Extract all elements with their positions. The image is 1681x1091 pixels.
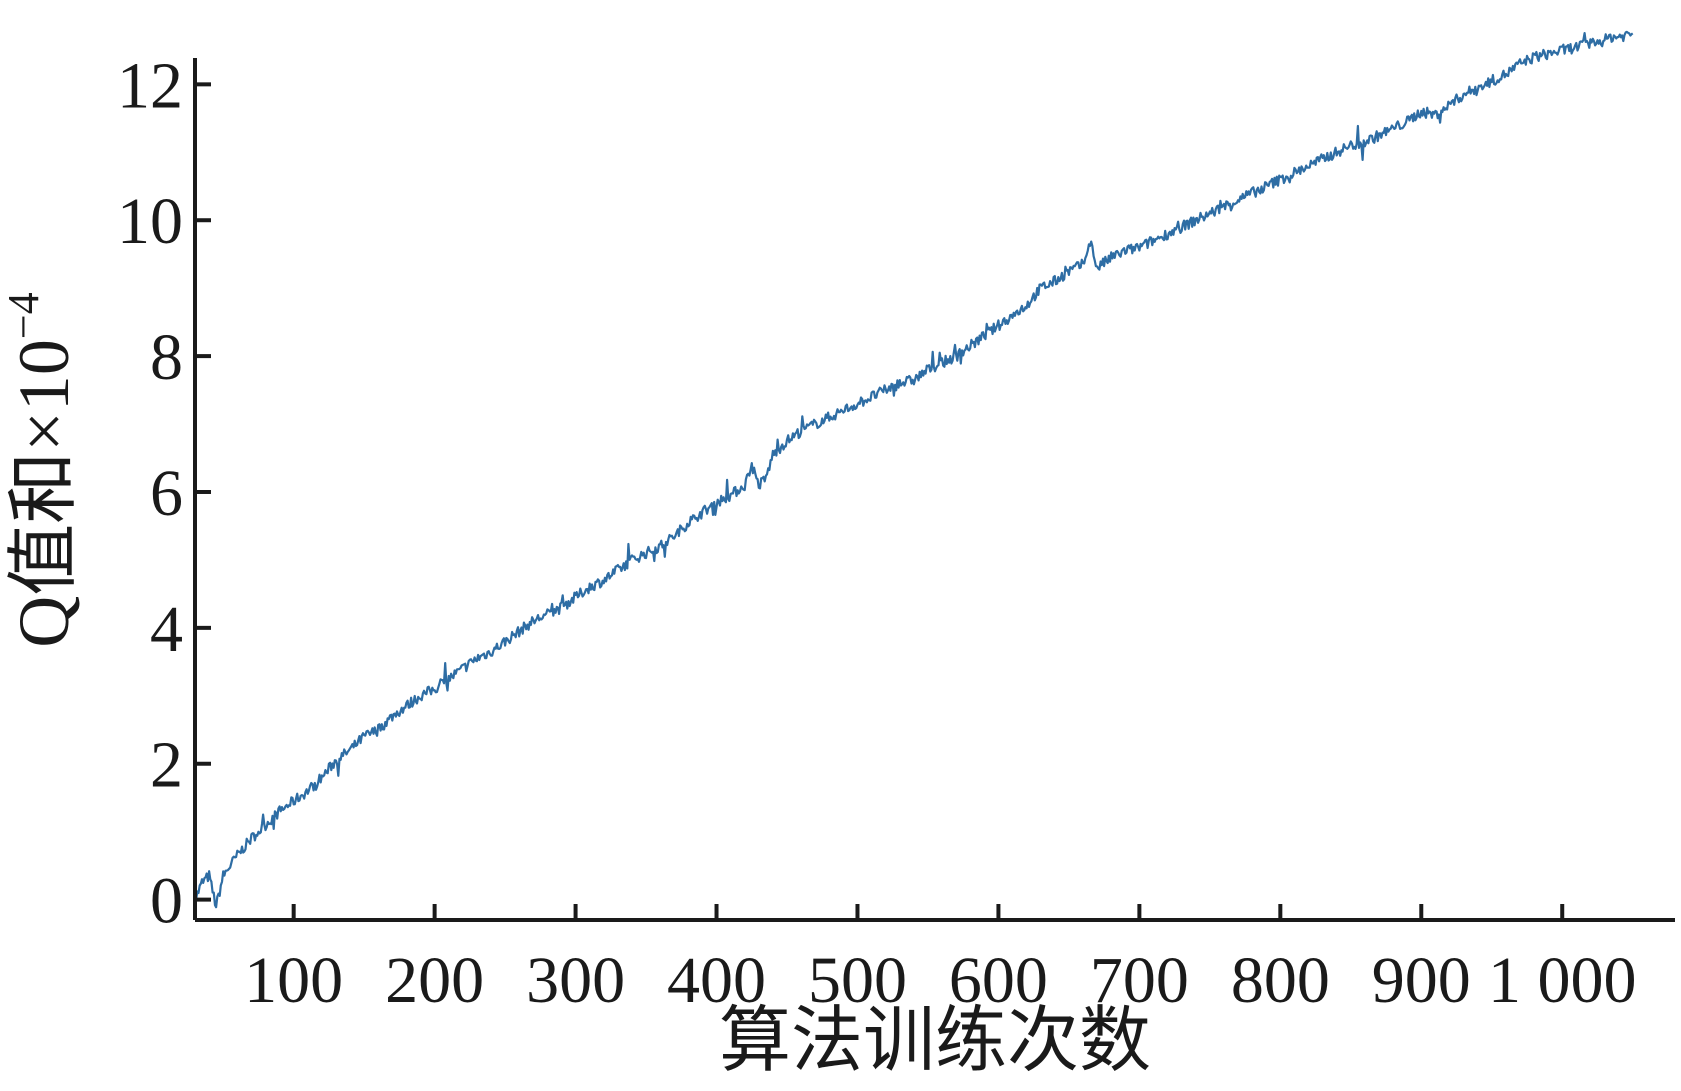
x-tick-label: 400 xyxy=(667,944,766,1017)
y-tick-label: 4 xyxy=(150,593,183,666)
y-axis-title: Q值和×10−4 xyxy=(0,292,84,647)
x-tick-label: 700 xyxy=(1090,944,1189,1017)
x-tick-label: 200 xyxy=(385,944,484,1017)
y-axis-ticks: 0 2 4 6 8 10 12 xyxy=(117,49,211,938)
y-axis-title-exponent: −4 xyxy=(0,292,48,339)
x-tick-label: 500 xyxy=(808,944,907,1017)
x-tick-label: 300 xyxy=(526,944,625,1017)
plot-area xyxy=(193,30,1634,909)
y-tick-label: 10 xyxy=(117,185,183,258)
x-axis-ticks: 100 200 300 400 500 600 700 800 900 1 000 xyxy=(244,904,1636,1017)
y-tick-label: 12 xyxy=(117,49,183,122)
x-tick-label: 1 000 xyxy=(1488,944,1637,1017)
x-tick-label: 100 xyxy=(244,944,343,1017)
y-tick-label: 2 xyxy=(150,729,183,802)
x-tick-label: 800 xyxy=(1231,944,1330,1017)
y-tick-label: 8 xyxy=(150,321,183,394)
x-axis-title: 算法训练次数 xyxy=(719,1001,1151,1081)
y-axis-title-main: Q值和×10 xyxy=(4,339,84,648)
x-tick-label: 600 xyxy=(949,944,1048,1017)
y-tick-label: 6 xyxy=(150,457,183,530)
x-tick-label: 900 xyxy=(1372,944,1471,1017)
y-tick-label: 0 xyxy=(150,865,183,938)
series-line xyxy=(193,30,1634,909)
